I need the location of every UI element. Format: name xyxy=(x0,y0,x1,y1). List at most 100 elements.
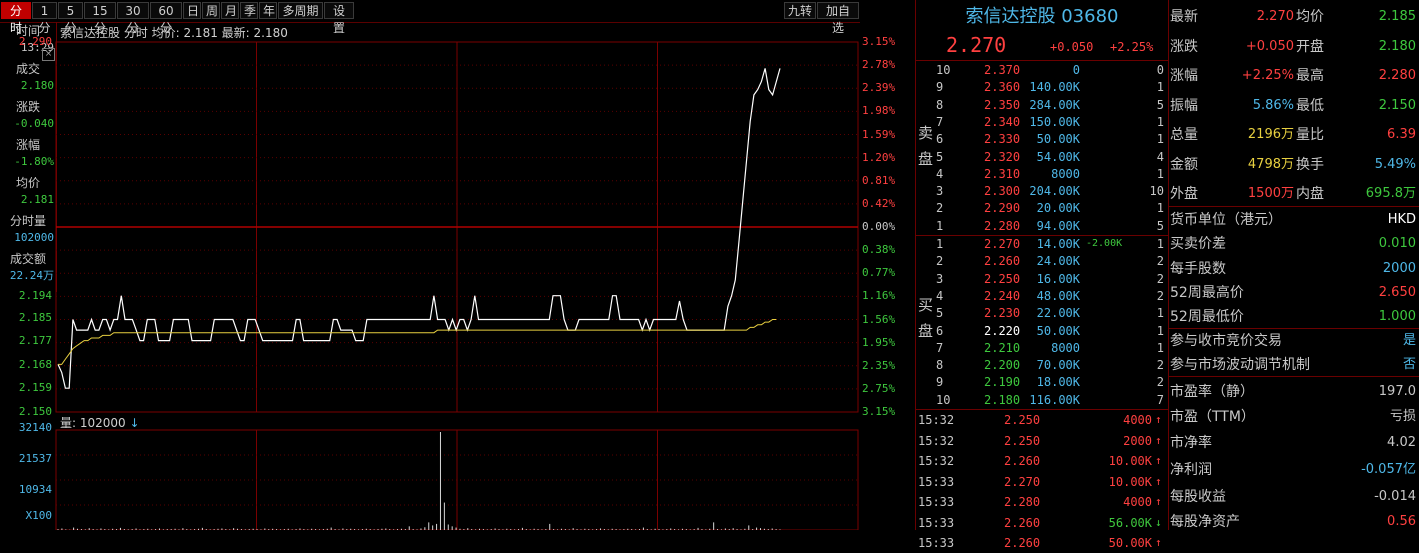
ask-orders: 1 xyxy=(1156,114,1164,129)
bid-row[interactable]: 2 2.260 24.00K 2 xyxy=(916,253,1168,269)
tick-volume: 4000 xyxy=(1123,495,1152,509)
arrow-down-icon: ↓ xyxy=(129,416,140,430)
bid-row[interactable]: 8 2.200 70.00K 2 xyxy=(916,357,1168,373)
tick-time: 15:32 xyxy=(918,454,955,468)
bid-row[interactable]: 6 2.220 50.00K 1 xyxy=(916,323,1168,339)
stock-name: 索信达控股 03680 xyxy=(965,6,1119,27)
tab-period-12[interactable]: 设置 xyxy=(324,2,354,35)
bid-volume: 16.00K xyxy=(1036,271,1080,286)
add-watchlist-button[interactable]: 加自选 xyxy=(817,2,859,35)
ask-row[interactable]: 10 2.370 0 0 xyxy=(916,62,1168,78)
stat-label: 每股净资产 xyxy=(1170,514,1240,530)
bid-price: 2.200 xyxy=(984,358,1021,373)
ask-row[interactable]: 3 2.300 204.00K 10 xyxy=(916,183,1168,199)
volume-axis-label: 10934 xyxy=(18,483,52,496)
tab-period-9[interactable]: 季 xyxy=(240,2,258,19)
bid-row[interactable]: 3 2.250 16.00K 2 xyxy=(916,271,1168,287)
ask-volume: 140.00K xyxy=(1029,80,1080,95)
y-axis-label-left: 2.168 xyxy=(18,358,52,371)
ask-price: 2.300 xyxy=(984,184,1021,199)
stat-label: 内盘 xyxy=(1296,186,1324,202)
ask-orders: 5 xyxy=(1156,218,1164,233)
bid-row[interactable]: 7 2.210 8000 1 xyxy=(916,340,1168,356)
ask-level: 5 xyxy=(936,149,944,164)
tab-period-8[interactable]: 月 xyxy=(221,2,239,19)
y-axis-label-right: 0.42% xyxy=(862,196,896,210)
stat-row: 净利润 -0.057亿 xyxy=(1168,458,1419,482)
bid-orders: 2 xyxy=(1156,375,1164,390)
divider xyxy=(1168,206,1419,207)
bid-price: 2.260 xyxy=(984,254,1021,269)
ask-row[interactable]: 2 2.290 20.00K 1 xyxy=(916,200,1168,216)
stats-panel: 最新 2.270 均价 2.185 涨跌 +0.050 开盘 2.180 涨幅 +2.25% 最高 2… xyxy=(1168,0,1419,530)
stat-row: 每股净资产 0.56 xyxy=(1168,510,1419,534)
volume-axis-label: X100 xyxy=(25,509,53,522)
ask-row[interactable]: 9 2.360 140.00K 1 xyxy=(916,79,1168,95)
volume-label: 量: 102000 ↓ xyxy=(60,414,140,431)
bid-orders: 1 xyxy=(1156,340,1164,355)
stat-row: 每手股数 2000 xyxy=(1168,257,1419,281)
ask-row[interactable]: 8 2.350 284.00K 5 xyxy=(916,97,1168,113)
ask-orders: 0 xyxy=(1156,63,1164,77)
tab-period-11[interactable]: 多周期 xyxy=(278,2,323,19)
bid-volume: 22.00K xyxy=(1036,306,1080,321)
stat-value: 6.39 xyxy=(1387,127,1416,142)
ask-row[interactable]: 6 2.330 50.00K 1 xyxy=(916,131,1168,147)
ask-row[interactable]: 7 2.340 150.00K 1 xyxy=(916,114,1168,130)
tab-period-6[interactable]: 日 xyxy=(183,2,201,19)
close-icon[interactable]: × xyxy=(42,48,55,61)
intraday-chart[interactable] xyxy=(0,22,915,530)
price-change-pct: +2.25% xyxy=(1110,40,1154,54)
bid-row[interactable]: 9 2.190 18.00K 2 xyxy=(916,374,1168,390)
stat-pair-row: 涨幅 +2.25% 最高 2.280 xyxy=(1168,64,1419,88)
ask-price: 2.320 xyxy=(984,149,1021,164)
y-axis-label-right: 1.16% xyxy=(862,289,896,303)
stat-label: 总量 xyxy=(1170,127,1198,143)
tick-row: 15:33 2.270 10.00K ↑ xyxy=(916,472,1168,492)
tab-period-2[interactable]: 5分 xyxy=(58,2,83,35)
tab-period-3[interactable]: 15分 xyxy=(84,2,116,35)
stat-value: 2.180 xyxy=(1378,38,1416,54)
buy-label-2: 盘 xyxy=(918,322,934,340)
stat-label: 买卖价差 xyxy=(1170,236,1226,252)
bid-price: 2.240 xyxy=(984,288,1021,303)
ask-row[interactable]: 5 2.320 54.00K 4 xyxy=(916,149,1168,165)
ask-level: 9 xyxy=(936,80,944,95)
ask-price: 2.370 xyxy=(984,63,1021,77)
stat-value: 1.000 xyxy=(1378,309,1416,324)
bid-row[interactable]: 5 2.230 22.00K 1 xyxy=(916,305,1168,321)
ask-level: 8 xyxy=(936,97,944,112)
tick-row: 15:32 2.250 2000 ↑ xyxy=(916,431,1168,451)
tab-period-10[interactable]: 年 xyxy=(259,2,277,19)
stat-label: 净利润 xyxy=(1170,462,1212,478)
ask-level: 10 xyxy=(936,63,951,77)
bid-row[interactable]: 1 2.270 14.00K -2.00K 1 xyxy=(916,236,1168,252)
tick-row: 15:33 2.260 56.00K ↓ xyxy=(916,513,1168,533)
stat-value: 2.650 xyxy=(1378,285,1416,300)
y-axis-label-right: 1.56% xyxy=(862,312,896,326)
stat-label: 每手股数 xyxy=(1170,261,1226,277)
ask-row[interactable]: 1 2.280 94.00K 5 xyxy=(916,218,1168,234)
bid-orders: 2 xyxy=(1156,358,1164,373)
stat-value: HKD xyxy=(1387,212,1416,227)
y-axis-label-right: 2.39% xyxy=(862,81,896,95)
bid-row[interactable]: 10 2.180 116.00K 7 xyxy=(916,392,1168,408)
ask-row[interactable]: 4 2.310 8000 1 xyxy=(916,166,1168,182)
crosshair-info-panel: 时间 13:29 成交 2.180 涨跌 -0.040 涨幅 -1.80% 均价 2.181 分时量… xyxy=(0,22,57,292)
tab-period-5[interactable]: 60分 xyxy=(150,2,182,35)
bid-orders: 7 xyxy=(1156,392,1164,407)
tab-period-0[interactable]: 分时 xyxy=(1,2,31,35)
tab-period-1[interactable]: 1分 xyxy=(32,2,57,35)
arrow-up-icon: ↑ xyxy=(1155,413,1162,426)
arrow-up-icon: ↑ xyxy=(1155,433,1162,447)
bid-volume: 48.00K xyxy=(1036,288,1080,303)
y-axis-label-right: 0.81% xyxy=(862,173,896,187)
info-label: 均价 xyxy=(15,176,40,190)
tab-period-7[interactable]: 周 xyxy=(202,2,220,19)
tab-period-4[interactable]: 30分 xyxy=(117,2,149,35)
stat-value: 0.010 xyxy=(1378,236,1416,251)
info-value: 102000 xyxy=(14,231,54,244)
bid-row[interactable]: 4 2.240 48.00K 2 xyxy=(916,288,1168,304)
ask-orders: 1 xyxy=(1156,201,1164,216)
jiuzhuan-button[interactable]: 九转 xyxy=(784,2,816,19)
